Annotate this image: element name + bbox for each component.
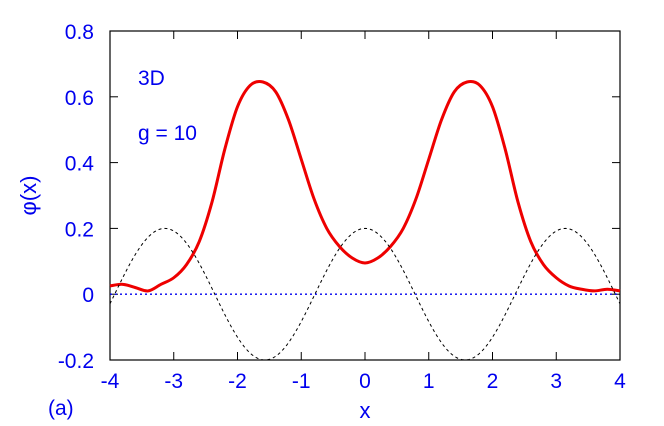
x-tick-label: 2 bbox=[487, 370, 499, 393]
y-tick-label: 0.8 bbox=[65, 21, 94, 44]
x-tick-label: 0 bbox=[359, 370, 371, 393]
x-tick-label: -1 bbox=[292, 370, 311, 393]
series-group bbox=[109, 79, 621, 361]
x-tick-label: 4 bbox=[614, 370, 626, 393]
x-tick-label: -2 bbox=[228, 370, 247, 393]
x-tick-label: 1 bbox=[423, 370, 435, 393]
y-tick-label: 0.2 bbox=[65, 218, 94, 241]
y-tick-label: 0.4 bbox=[65, 153, 95, 176]
series-line-phi bbox=[109, 79, 621, 293]
x-tick-label: -3 bbox=[164, 370, 183, 393]
panel-label: (a) bbox=[48, 397, 74, 420]
series-line-potential bbox=[109, 227, 621, 361]
y-tick-labels: -0.2 0 0.2 0.4 0.6 0.8 bbox=[58, 21, 94, 373]
annotation-coupling: g = 10 bbox=[138, 122, 197, 145]
x-tick-label: 3 bbox=[550, 370, 562, 393]
x-axis-label: x bbox=[360, 398, 371, 423]
y-tick-label: 0 bbox=[82, 284, 94, 307]
x-tick-label: -4 bbox=[101, 370, 120, 393]
plot-frame bbox=[109, 30, 621, 361]
y-tick-label: 0.6 bbox=[65, 87, 94, 110]
y-tick-label: -0.2 bbox=[58, 350, 94, 373]
y-axis-label: φ(x) bbox=[16, 176, 41, 216]
x-tick-labels: -4 -3 -2 -1 0 1 2 3 4 bbox=[101, 370, 627, 393]
tick-marks bbox=[109, 30, 621, 361]
annotation-dimension: 3D bbox=[138, 67, 165, 90]
